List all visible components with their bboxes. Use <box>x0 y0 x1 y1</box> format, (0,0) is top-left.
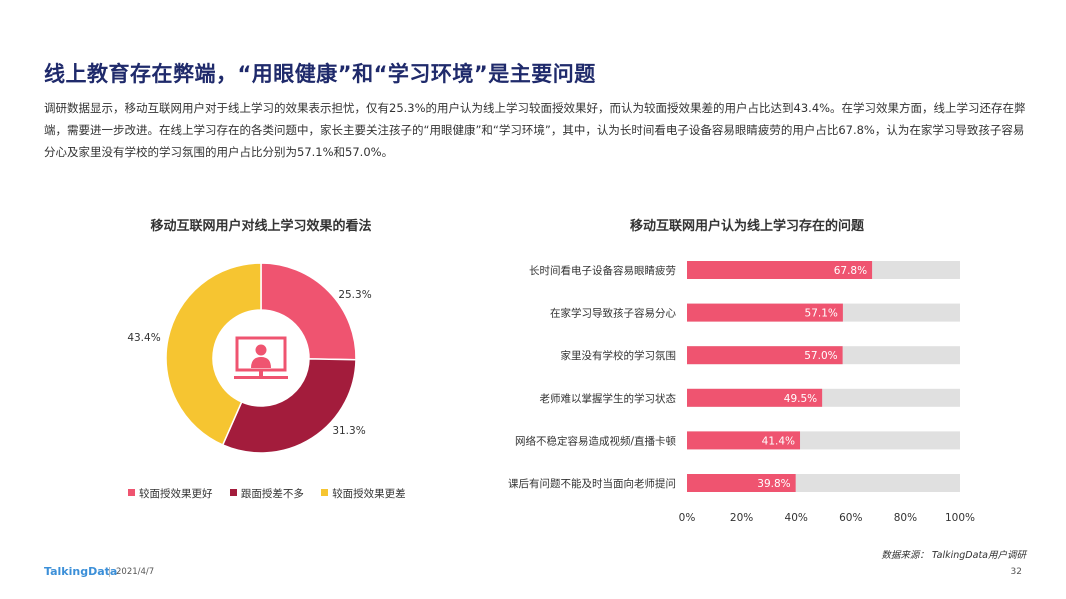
x-tick-label: 80% <box>894 512 917 524</box>
x-tick-label: 100% <box>945 512 975 524</box>
bar-category-label: 在家学习导致孩子容易分心 <box>550 307 676 320</box>
bar-category-label: 长时间看电子设备容易眼睛疲劳 <box>529 264 676 277</box>
bar <box>687 431 801 450</box>
bar-value-label: 49.5% <box>784 393 817 405</box>
x-tick-label: 0% <box>679 512 696 524</box>
legend-item-same: 跟面授差不多 <box>229 486 304 501</box>
footer-divider <box>109 567 110 577</box>
bar-chart-title: 移动互联网用户认为线上学习存在的问题 <box>629 219 864 234</box>
legend-swatch-worse <box>321 489 329 496</box>
donut-chart: 25.3% 31.3% 43.4% <box>127 262 372 454</box>
donut-slice-label: 43.4% <box>127 332 160 344</box>
legend-item-better: 较面授效果更好 <box>128 486 213 501</box>
legend-swatch-same <box>229 489 237 496</box>
x-tick-label: 20% <box>730 512 753 524</box>
donut-slice <box>260 262 357 361</box>
bar-category-label: 家里没有学校的学习氛围 <box>561 349 677 362</box>
presenter-screen-icon <box>234 336 288 379</box>
page-number: 32 <box>1010 567 1022 577</box>
legend-label-same: 跟面授差不多 <box>240 488 304 500</box>
donut-slice-label: 25.3% <box>338 289 371 301</box>
page-title: 线上教育存在弊端，“用眼健康”和“学习环境”是主要问题 <box>44 62 596 86</box>
bar-chart: 67.8% 长时间看电子设备容易眼睛疲劳 57.1% 在家学习导致孩子容易分心 57.0… <box>508 261 975 524</box>
x-tick-label: 60% <box>839 512 862 524</box>
bar-value-label: 57.1% <box>805 308 838 320</box>
footer-date: 2021/4/7 <box>116 567 155 577</box>
data-source-note: 数据来源： TalkingData用户调研 <box>881 550 1026 561</box>
legend-swatch-better <box>128 489 135 496</box>
legend-label-better: 较面授效果更好 <box>139 488 213 500</box>
bar <box>687 346 843 365</box>
bar <box>687 303 843 322</box>
legend-label-worse: 较面授效果更差 <box>332 488 406 500</box>
bar-category-label: 网络不稳定容易造成视频/直播卡顿 <box>515 434 677 447</box>
brand-logo: TalkingData <box>44 565 118 578</box>
bar-value-label: 57.0% <box>804 350 837 362</box>
bar-category-label: 老师难以掌握学生的学习状态 <box>540 392 677 405</box>
donut-legend: 较面授效果更好 跟面授差不多 较面授效果更差 <box>128 486 420 501</box>
bar <box>687 388 823 407</box>
bar-value-label: 67.8% <box>834 265 867 277</box>
donut-slice <box>221 358 357 454</box>
donut-chart-title: 移动互联网用户对线上学习效果的看法 <box>150 219 372 234</box>
bar-value-label: 41.4% <box>762 435 795 447</box>
x-tick-label: 40% <box>785 512 808 524</box>
donut-slice-label: 31.3% <box>332 425 365 437</box>
bar-category-label: 课后有问题不能及时当面向老师提问 <box>508 477 676 490</box>
bar <box>687 474 796 492</box>
intro-paragraph: 调研数据显示，移动互联网用户对于线上学习的效果表示担忧，仅有25.3%的用户认为… <box>44 101 1026 159</box>
bar-value-label: 39.8% <box>757 478 790 490</box>
donut-slice <box>165 262 262 446</box>
bar <box>687 261 873 279</box>
legend-item-worse: 较面授效果更差 <box>321 486 406 501</box>
